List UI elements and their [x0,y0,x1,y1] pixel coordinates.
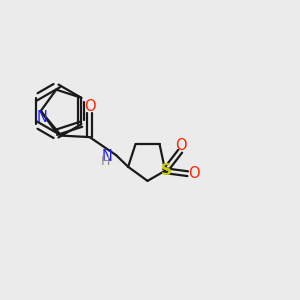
Text: O: O [84,99,95,114]
Text: N: N [37,110,47,124]
Text: S: S [161,163,172,178]
Text: H: H [101,155,110,168]
Text: O: O [188,166,200,181]
Text: N: N [102,149,112,164]
Text: O: O [175,138,187,153]
